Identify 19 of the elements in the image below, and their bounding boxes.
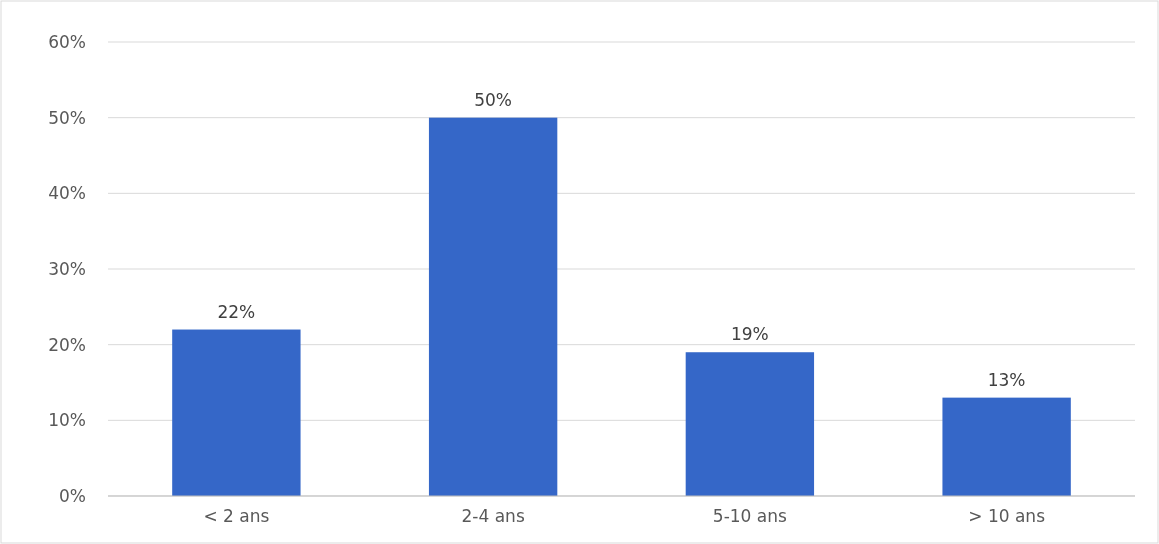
y-tick-label: 50% [48,107,86,128]
y-tick-label: 60% [48,31,86,52]
bar [685,352,815,496]
bar [942,397,1071,496]
x-tick-label: 2-4 ans [461,506,525,526]
x-tick-label: > 10 ans [968,506,1046,526]
y-tick-label: 0% [59,485,86,506]
bar [428,117,558,496]
data-label: 50% [474,89,513,110]
x-tick-label: < 2 ans [203,506,270,526]
y-tick-label: 10% [48,410,86,431]
bar [172,329,301,496]
data-label: 19% [730,324,769,345]
y-tick-label: 30% [48,258,86,279]
x-tick-label: 5-10 ans [712,506,788,526]
data-label: 13% [987,369,1026,390]
data-label: 22% [217,301,256,322]
y-tick-label: 20% [48,334,86,355]
y-tick-label: 40% [48,183,86,204]
